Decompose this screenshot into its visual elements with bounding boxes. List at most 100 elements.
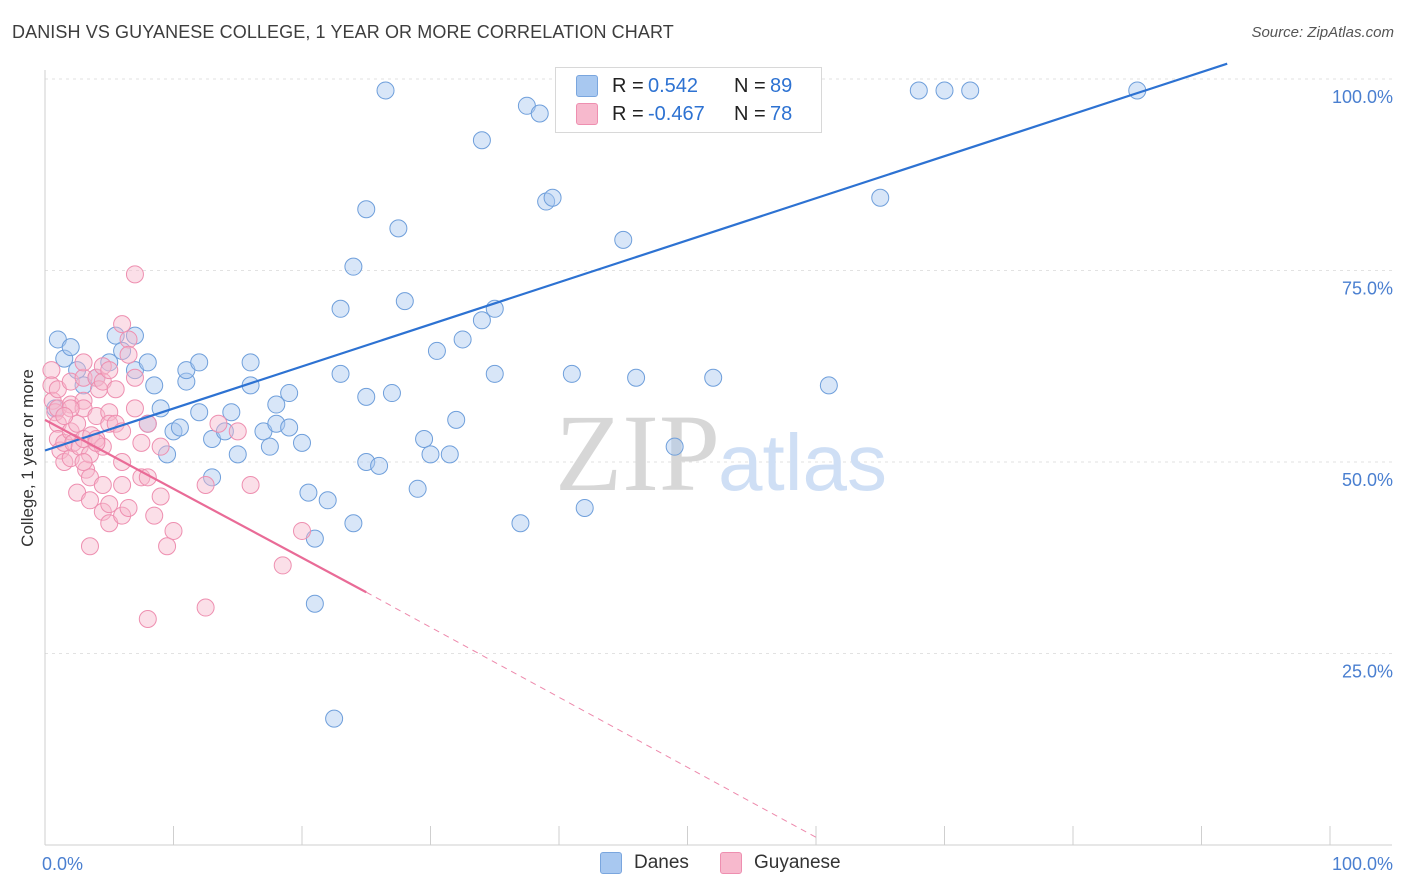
danes-point [909,81,928,100]
danes-point [325,709,344,728]
danes-point [215,422,234,441]
danes-point [530,104,549,123]
danes-point [665,437,684,456]
stats-legend: R = 0.542 N = 89 R = -0.467 N = 78 [555,67,822,133]
danes-point [357,387,376,406]
danes-point [440,445,459,464]
danes-trend-line [44,62,1228,452]
legend-row-danes: R = 0.542 N = 89 [576,73,792,99]
danes-swatch [576,75,598,97]
danes-point [344,257,363,276]
guyanese-point [125,399,144,418]
guyanese-point [151,487,170,506]
r-label: R = [612,102,644,125]
danes-point [395,292,414,311]
y-tick-label: 25.0% [1342,662,1393,682]
guyanese-point [196,598,215,617]
danes-point [415,430,434,449]
danes-point [614,230,633,249]
danes-point [293,433,311,452]
guyanese-point [228,422,247,441]
guyanese-point [138,414,157,433]
grid-lines [45,78,1392,654]
guyanese-point [106,380,125,399]
danes-point [427,341,446,360]
danes-legend-swatch [600,852,622,874]
guyanese-point [113,506,132,525]
danes-point [241,353,260,372]
legend-item-danes[interactable]: Danes [600,852,689,874]
danes-point [704,368,723,387]
guyanese-swatch [576,103,598,125]
data-points [42,81,1147,728]
guyanese-point [100,495,119,514]
danes-point [370,456,389,475]
danes-point [511,514,530,533]
danes-point [382,384,401,403]
guyanese-point [293,521,311,540]
danes-point [305,594,324,613]
series-legend: Danes Guyanese [0,852,1406,876]
danes-point [562,364,581,383]
danes-point [472,311,491,330]
danes-point [331,299,350,318]
danes-point [55,349,74,368]
danes-point [447,410,466,429]
danes-point [543,188,562,207]
danes-point [158,445,177,464]
danes-point [68,361,87,380]
guyanese-point [80,491,99,510]
guyanese-point [132,433,151,452]
danes-point [280,418,299,437]
danes-point [190,353,209,372]
guyanese-point [55,407,74,426]
x-tick-label: 100.0% [1332,854,1393,874]
guyanese-point [145,506,164,525]
legend-item-guyanese[interactable]: Guyanese [720,852,841,874]
guyanese-point [42,361,61,380]
danes-point [267,395,286,414]
watermark-zip: ZIP [555,392,720,514]
y-tick-label: 50.0% [1342,470,1393,490]
danes-point [871,188,890,207]
r-value: -0.467 [648,102,705,125]
guyanese-point [80,537,99,556]
danes-point [331,364,350,383]
n-label: N = [734,102,766,125]
source-label: Source: ZipAtlas.com [1251,24,1394,41]
guyanese-trend-extension [366,591,817,838]
danes-point [453,330,472,349]
watermark: ZIP atlas [555,392,887,514]
x-tick-labels: 0.0% 100.0% [42,854,1393,874]
guyanese-point [273,556,292,575]
danes-point [260,437,279,456]
danes-point [935,81,954,100]
r-value: 0.542 [648,74,699,97]
danes-point [408,479,427,498]
guyanese-point [61,399,80,418]
n-label: N = [734,74,766,97]
guyanese-point [93,475,112,494]
n-value: 78 [770,102,793,125]
guyanese-point [164,521,183,540]
n-value: 89 [770,74,793,97]
guyanese-point [100,361,119,380]
chart-title: DANISH VS GUYANESE COLLEGE, 1 YEAR OR MO… [12,22,674,42]
danes-point [819,376,838,395]
legend-row-guyanese: R = -0.467 N = 78 [576,101,792,127]
danes-point [575,498,594,517]
guyanese-point [158,537,177,556]
watermark-atlas: atlas [718,418,887,507]
danes-point [344,514,363,533]
trend-lines [44,62,1228,838]
guyanese-point [209,414,228,433]
guyanese-point [93,502,112,521]
danes-point [170,418,189,437]
danes-point [145,376,164,395]
y-tick-label: 100.0% [1332,87,1393,107]
guyanese-point [119,330,138,349]
legend-label-danes: Danes [634,852,689,873]
danes-point [299,483,318,502]
guyanese-point [113,315,132,334]
